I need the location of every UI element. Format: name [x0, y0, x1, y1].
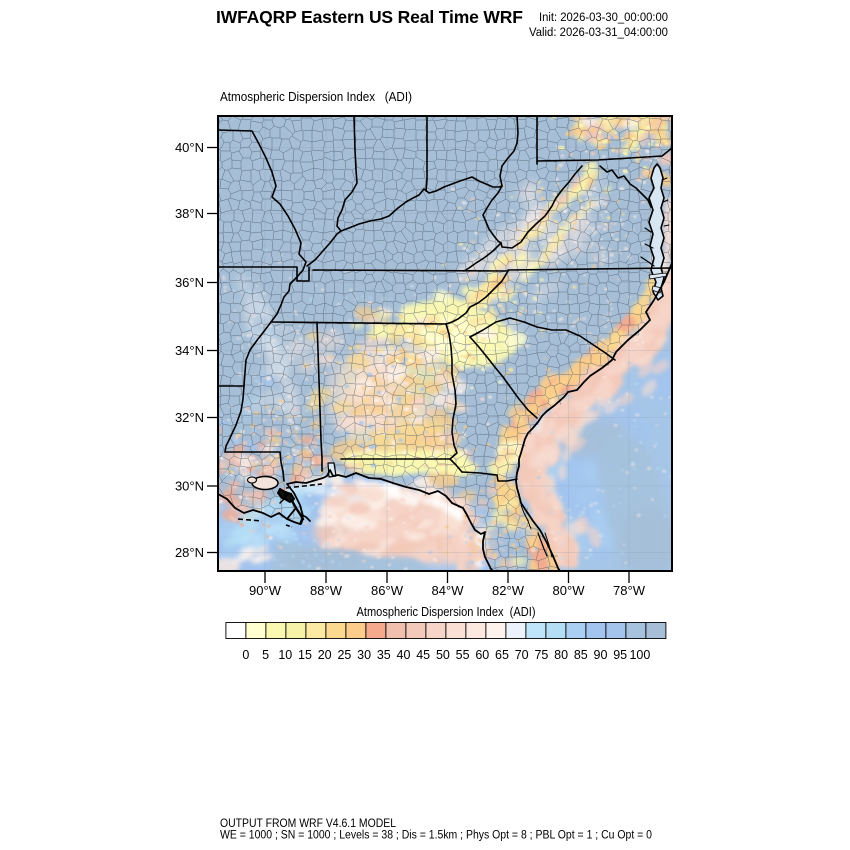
svg-text:Valid: 2026-03-31_04:00:00: Valid: 2026-03-31_04:00:00	[529, 27, 668, 39]
svg-text:85: 85	[574, 648, 588, 662]
svg-text:84°W: 84°W	[432, 583, 465, 598]
svg-text:55: 55	[456, 648, 470, 662]
svg-text:100: 100	[629, 648, 650, 662]
svg-text:10: 10	[278, 648, 292, 662]
svg-text:60: 60	[475, 648, 489, 662]
svg-text:78°W: 78°W	[613, 583, 646, 598]
svg-text:32°N: 32°N	[175, 410, 204, 425]
svg-text:36°N: 36°N	[175, 275, 204, 290]
svg-text:IWFAQRP Eastern US Real Time W: IWFAQRP Eastern US Real Time WRF	[216, 7, 523, 27]
svg-text:40: 40	[397, 648, 411, 662]
svg-text:Atmospheric Dispersion Index: Atmospheric Dispersion Index (ADI)	[220, 89, 412, 104]
svg-text:86°W: 86°W	[371, 583, 404, 598]
svg-text:95: 95	[613, 648, 627, 662]
svg-text:40°N: 40°N	[175, 140, 204, 155]
svg-text:25: 25	[337, 648, 351, 662]
svg-text:35: 35	[377, 648, 391, 662]
svg-text:28°N: 28°N	[175, 545, 204, 560]
svg-text:45: 45	[416, 648, 430, 662]
svg-text:Atmospheric Dispersion Index: Atmospheric Dispersion Index (ADI)	[357, 605, 536, 619]
svg-text:38°N: 38°N	[175, 206, 204, 221]
svg-text:50: 50	[436, 648, 450, 662]
svg-text:88°W: 88°W	[310, 583, 343, 598]
svg-text:20: 20	[318, 648, 332, 662]
svg-text:OUTPUT FROM WRF V4.6.1 MODEL: OUTPUT FROM WRF V4.6.1 MODEL	[220, 818, 397, 830]
svg-text:80: 80	[554, 648, 568, 662]
svg-text:70: 70	[515, 648, 529, 662]
svg-text:34°N: 34°N	[175, 343, 204, 358]
svg-text:90: 90	[594, 648, 608, 662]
svg-text:82°W: 82°W	[492, 583, 525, 598]
svg-text:90°W: 90°W	[249, 583, 282, 598]
svg-text:15: 15	[298, 648, 312, 662]
svg-text:WE = 1000 ; SN = 1000 ; Levels: WE = 1000 ; SN = 1000 ; Levels = 38 ; Di…	[220, 830, 652, 842]
svg-text:30°N: 30°N	[175, 479, 204, 494]
svg-text:0: 0	[242, 648, 249, 662]
svg-text:65: 65	[495, 648, 509, 662]
svg-text:75: 75	[534, 648, 548, 662]
svg-text:Init: 2026-03-30_00:00:00: Init: 2026-03-30_00:00:00	[539, 12, 668, 24]
svg-text:80°W: 80°W	[553, 583, 586, 598]
svg-text:30: 30	[357, 648, 371, 662]
svg-text:5: 5	[262, 648, 269, 662]
